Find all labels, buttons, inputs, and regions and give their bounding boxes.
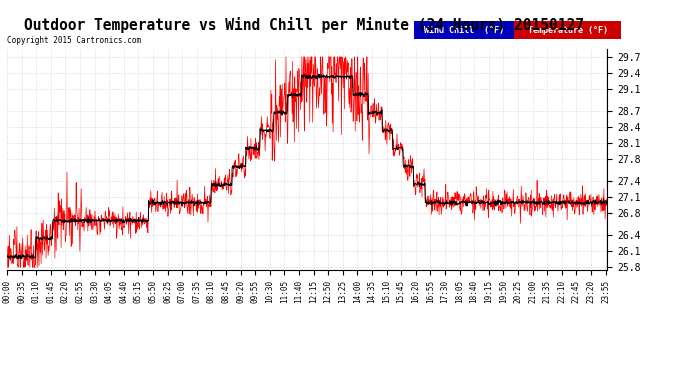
Text: Temperature (°F): Temperature (°F) — [528, 26, 607, 35]
Text: Wind Chill  (°F): Wind Chill (°F) — [424, 26, 504, 35]
Text: Copyright 2015 Cartronics.com: Copyright 2015 Cartronics.com — [7, 36, 141, 45]
Text: Outdoor Temperature vs Wind Chill per Minute (24 Hours) 20150127: Outdoor Temperature vs Wind Chill per Mi… — [23, 17, 584, 33]
